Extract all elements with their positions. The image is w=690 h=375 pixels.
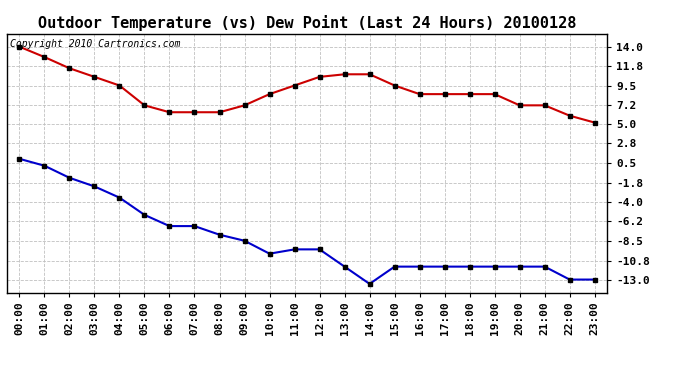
- Title: Outdoor Temperature (vs) Dew Point (Last 24 Hours) 20100128: Outdoor Temperature (vs) Dew Point (Last…: [38, 15, 576, 31]
- Text: Copyright 2010 Cartronics.com: Copyright 2010 Cartronics.com: [10, 39, 180, 49]
